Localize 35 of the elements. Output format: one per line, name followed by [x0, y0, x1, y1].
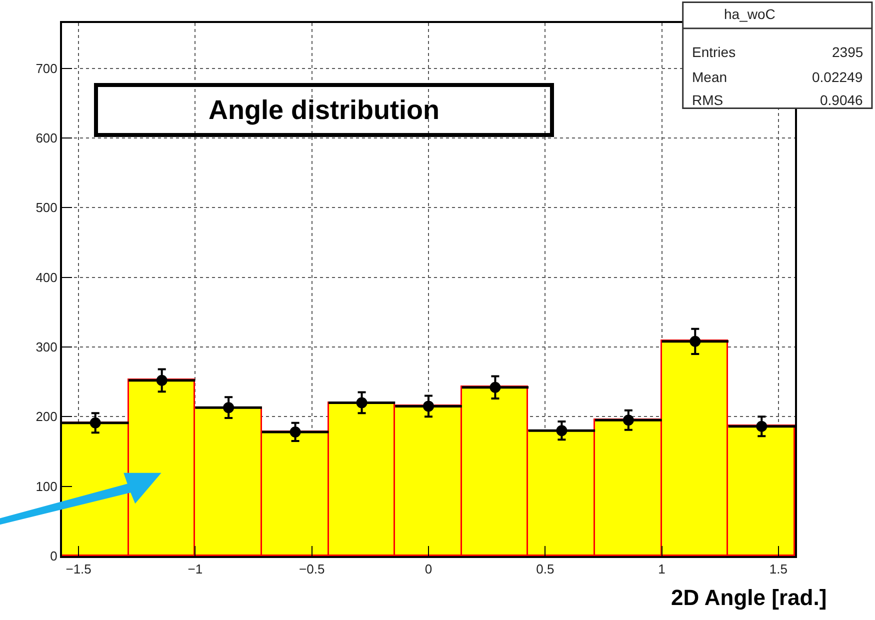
point [90, 417, 101, 428]
text: 0.02249 [812, 69, 863, 85]
annotation: RMS [692, 92, 724, 108]
annotation: Entries [692, 44, 736, 60]
point [490, 382, 501, 393]
x-tick-label: −1.5 [66, 562, 92, 577]
text: ha_woC [724, 6, 776, 22]
y-tick-label: 500 [36, 200, 58, 216]
text: 0.9046 [820, 92, 864, 108]
y-tick-label: 200 [36, 409, 58, 424]
point [690, 336, 701, 347]
y-tick-label: 400 [36, 270, 58, 285]
x-tick-label: 0 [424, 562, 432, 577]
x-tick-label: −0.5 [299, 562, 325, 577]
y-tick-label: 700 [36, 60, 58, 76]
y-tick-label: 0 [50, 548, 58, 564]
point [356, 397, 368, 408]
point [290, 426, 301, 438]
point [156, 374, 168, 386]
y-tick-label: 100 [36, 478, 58, 494]
point [622, 414, 634, 426]
x-tick-label: −1 [188, 562, 203, 577]
point [556, 425, 568, 436]
text: Angle distribution [208, 95, 440, 125]
x-axis-title: 2D Angle [rad.] [671, 585, 827, 610]
point [423, 400, 434, 412]
x-tick-label: 0.5 [536, 562, 554, 577]
y-tick-label: 300 [36, 340, 58, 355]
x-tick-label: 1 [658, 562, 666, 577]
point [756, 420, 768, 432]
y-tick-label: 600 [36, 130, 58, 146]
text: 2395 [832, 44, 864, 60]
x-tick-label: 1.5 [769, 562, 788, 577]
annotation: Mean [692, 69, 728, 85]
point [223, 402, 234, 414]
